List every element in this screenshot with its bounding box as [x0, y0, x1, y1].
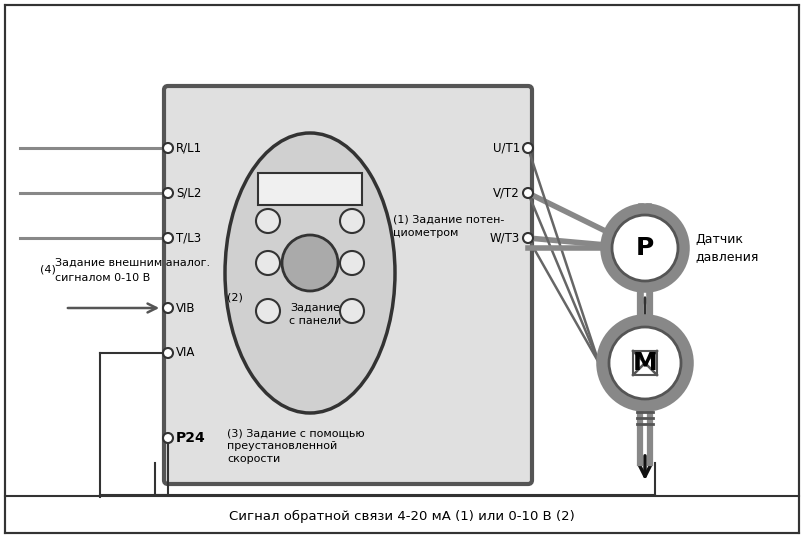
Circle shape	[340, 251, 364, 275]
Circle shape	[255, 299, 279, 323]
Text: сигналом 0-10 В: сигналом 0-10 В	[55, 273, 150, 283]
Circle shape	[598, 317, 690, 409]
Text: P24: P24	[176, 431, 206, 445]
Text: VIB: VIB	[176, 301, 195, 315]
Circle shape	[340, 209, 364, 233]
Circle shape	[163, 348, 173, 358]
Text: P: P	[635, 236, 654, 260]
Circle shape	[163, 303, 173, 313]
Ellipse shape	[225, 133, 394, 413]
FancyBboxPatch shape	[164, 86, 532, 484]
Text: R/L1: R/L1	[176, 141, 202, 154]
Text: (1) Задание потен-
циометром: (1) Задание потен- циометром	[393, 215, 503, 238]
Circle shape	[522, 143, 532, 153]
Text: (3) Задание с помощью
преустановленной
скорости: (3) Задание с помощью преустановленной с…	[226, 428, 365, 464]
Bar	[258, 173, 361, 205]
Circle shape	[611, 215, 677, 281]
Circle shape	[163, 433, 173, 443]
Text: (2): (2)	[226, 293, 243, 303]
Text: M: M	[632, 351, 657, 375]
Bar	[632, 351, 656, 375]
Text: U/T1: U/T1	[492, 141, 520, 154]
Circle shape	[163, 233, 173, 243]
Circle shape	[282, 235, 337, 291]
Circle shape	[608, 327, 680, 399]
Text: T/L3: T/L3	[176, 231, 201, 244]
Text: V/T2: V/T2	[492, 187, 520, 200]
Text: Задание внешним аналог.: Задание внешним аналог.	[55, 258, 210, 268]
Circle shape	[255, 209, 279, 233]
Circle shape	[255, 251, 279, 275]
Text: VIA: VIA	[176, 346, 195, 359]
Circle shape	[340, 299, 364, 323]
Circle shape	[522, 233, 532, 243]
Text: W/T3: W/T3	[489, 231, 520, 244]
Text: давления: давления	[694, 251, 757, 264]
Text: Задание
с панели: Задание с панели	[288, 303, 340, 326]
Circle shape	[522, 188, 532, 198]
Text: (4): (4)	[40, 265, 55, 275]
Circle shape	[602, 206, 686, 290]
Text: Датчик: Датчик	[694, 232, 742, 245]
Circle shape	[163, 143, 173, 153]
Text: S/L2: S/L2	[176, 187, 201, 200]
Text: Сигнал обратной связи 4-20 мА (1) или 0-10 В (2): Сигнал обратной связи 4-20 мА (1) или 0-…	[229, 509, 574, 522]
Circle shape	[163, 188, 173, 198]
